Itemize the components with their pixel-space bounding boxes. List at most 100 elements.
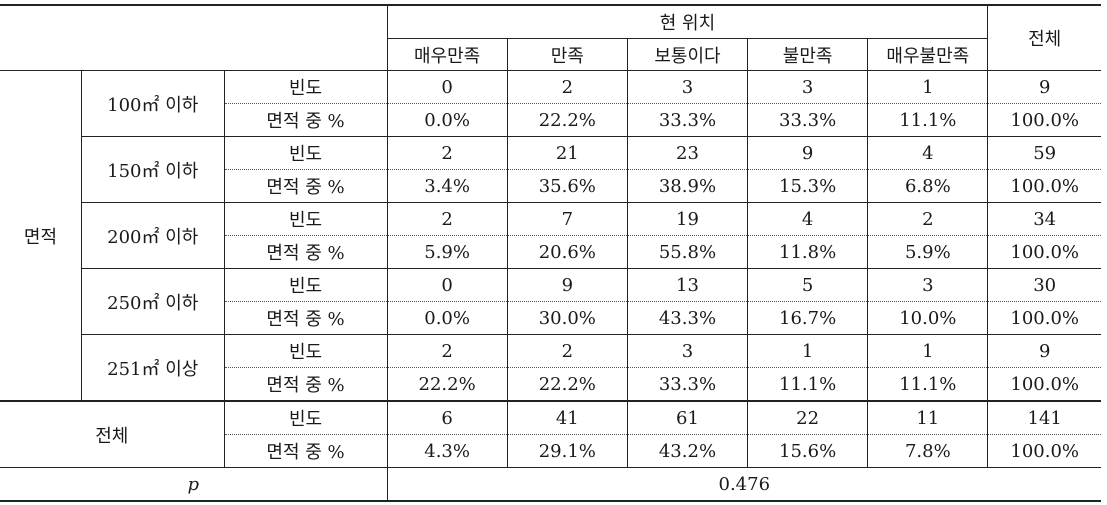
cell-freq: 2 [506,334,628,368]
cell-pct: 33.3% [626,103,749,137]
cell-freq: 2 [386,202,508,236]
cell-freq: 2 [386,334,508,368]
p-value-row: p 0.476 [0,467,1101,502]
header-col-3: 불만족 [747,38,869,71]
metric-label-pct: 면적 중 % [223,367,388,401]
cell-freq: 4 [867,136,989,170]
cell-freq: 0 [386,268,508,302]
p-value: 0.476 [386,467,1101,502]
area-label: 100㎡ 이하 [80,70,225,137]
metric-label-pct: 면적 중 % [223,434,388,468]
header-total: 전체 [987,4,1101,71]
area-label: 150㎡ 이하 [80,136,225,203]
cell-freq: 9 [506,268,628,302]
cell-freq: 2 [867,202,989,236]
cell-pct: 43.3% [626,301,749,335]
total-freq: 22 [747,400,869,435]
cell-pct: 55.8% [626,235,749,269]
cell-pct: 11.1% [867,367,989,401]
cell-freq: 3 [626,334,749,368]
metric-label-freq: 빈도 [223,400,388,435]
cell-pct: 11.1% [867,103,989,137]
total-pct: 43.2% [626,434,749,468]
cell-pct: 33.3% [747,103,869,137]
cell-pct: 100.0% [987,169,1101,203]
cell-freq: 1 [867,70,989,104]
area-label: 250㎡ 이하 [80,268,225,335]
cell-pct: 38.9% [626,169,749,203]
header-row-2: 매우만족 만족 보통이다 불만족 매우불만족 [0,38,1101,71]
cell-pct: 3.4% [386,169,508,203]
metric-label-freq: 빈도 [223,334,388,368]
total-label: 전체 [0,400,225,468]
table-row: 면적 중 % 3.4% 35.6% 38.9% 15.3% 6.8% 100.0% [0,169,1101,203]
header-corner [0,4,388,71]
cell-pct: 100.0% [987,235,1101,269]
metric-label-pct: 면적 중 % [223,301,388,335]
cell-pct: 0.0% [386,301,508,335]
cell-pct: 5.9% [867,235,989,269]
header-col-0: 매우만족 [386,38,508,71]
cell-freq: 21 [506,136,628,170]
metric-label-freq: 빈도 [223,70,388,104]
metric-label-freq: 빈도 [223,268,388,302]
cell-freq: 1 [747,334,869,368]
cell-pct: 22.2% [506,103,628,137]
cell-freq: 34 [987,202,1101,236]
total-pct: 29.1% [506,434,628,468]
cell-freq: 9 [747,136,869,170]
cell-pct: 100.0% [987,367,1101,401]
cell-pct: 35.6% [506,169,628,203]
total-row: 전체 빈도 6 41 61 22 11 141 [0,400,1101,468]
metric-label-pct: 면적 중 % [223,235,388,269]
cell-freq: 3 [747,70,869,104]
total-pct: 7.8% [867,434,989,468]
table-row: 200㎡ 이하 빈도 2 7 19 4 2 34 [0,202,1101,269]
table-row: 면적 100㎡ 이하 빈도 0 2 3 3 1 9 [0,70,1101,401]
cell-pct: 20.6% [506,235,628,269]
total-freq: 141 [987,400,1101,435]
header-col-2: 보통이다 [626,38,749,71]
cell-freq: 59 [987,136,1101,170]
cell-pct: 6.8% [867,169,989,203]
total-pct: 4.3% [386,434,508,468]
total-freq: 41 [506,400,628,435]
cell-pct: 30.0% [506,301,628,335]
metric-label-freq: 빈도 [223,202,388,236]
cell-pct: 22.2% [506,367,628,401]
cell-pct: 15.3% [747,169,869,203]
header-group-label: 현 위치 [386,4,989,39]
table-row: 면적 중 % 0.0% 30.0% 43.3% 16.7% 10.0% 100.0% [0,301,1101,335]
cell-freq: 2 [386,136,508,170]
table-row: 150㎡ 이하 빈도 2 21 23 9 4 59 [0,136,1101,203]
cell-freq: 5 [747,268,869,302]
table-row: 250㎡ 이하 빈도 0 9 13 5 3 30 [0,268,1101,335]
header-col-1: 만족 [506,38,628,71]
crosstab-table: 현 위치 전체 매우만족 만족 보통이다 불만족 매우불만족 면적 100㎡ 이하… [0,4,1101,502]
metric-label-pct: 면적 중 % [223,169,388,203]
total-freq: 6 [386,400,508,435]
header-row-1: 현 위치 전체 [0,4,1101,71]
cell-pct: 11.1% [747,367,869,401]
total-freq: 11 [867,400,989,435]
cell-freq: 7 [506,202,628,236]
area-label: 200㎡ 이하 [80,202,225,269]
total-row: 면적 중 % 4.3% 29.1% 43.2% 15.6% 7.8% 100.0% [0,434,1101,468]
cell-freq: 3 [867,268,989,302]
cell-pct: 16.7% [747,301,869,335]
cell-freq: 9 [987,334,1101,368]
row-group-label: 면적 [0,70,82,401]
table-row: 면적 중 % 0.0% 22.2% 33.3% 33.3% 11.1% 100.0% [0,103,1101,137]
cell-pct: 11.8% [747,235,869,269]
metric-label-freq: 빈도 [223,136,388,170]
cell-freq: 0 [386,70,508,104]
p-label: p [0,467,388,502]
cell-freq: 30 [987,268,1101,302]
cell-pct: 100.0% [987,301,1101,335]
cell-freq: 13 [626,268,749,302]
cell-freq: 23 [626,136,749,170]
cell-pct: 100.0% [987,103,1101,137]
cell-pct: 5.9% [386,235,508,269]
cell-freq: 3 [626,70,749,104]
cell-pct: 0.0% [386,103,508,137]
